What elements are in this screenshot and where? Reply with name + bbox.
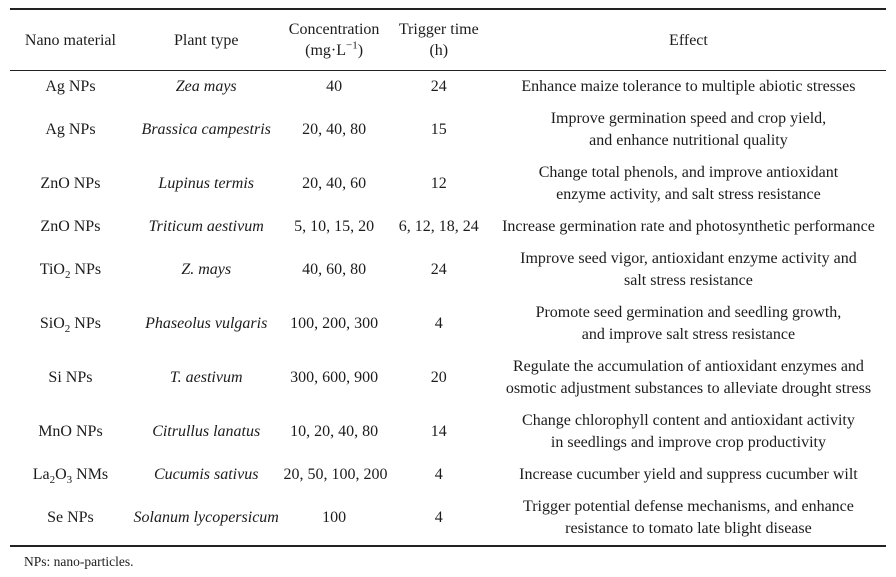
cell-trigger-time: 15: [430, 121, 447, 138]
table-row: Ag NPs Zea mays 40 24 Enhance maize tole…: [10, 71, 886, 104]
table-footnote: NPs: nano-particles.: [24, 554, 134, 569]
cell-concentration: 20, 40, 60: [302, 175, 367, 192]
cell-plant-type: Z. mays: [181, 261, 232, 278]
cell-nano-material: SiO2 NPs: [39, 315, 101, 336]
cell-trigger-time: 24: [430, 78, 447, 95]
cell-concentration: 20, 50, 100, 200: [283, 466, 388, 483]
table-body: Ag NPs Zea mays 40 24 Enhance maize tole…: [10, 71, 886, 547]
cell-concentration: 40, 60, 80: [302, 261, 367, 278]
cell-effect: Regulate the accumulation of antioxidant…: [505, 358, 872, 397]
cell-plant-type: Phaseolus vulgaris: [145, 315, 268, 332]
nano-material-effects-table: Nano material Plant type Concentration (…: [10, 8, 886, 547]
cell-plant-type: Cucumis sativus: [153, 466, 259, 483]
cell-effect: Change chlorophyll content and antioxida…: [522, 412, 855, 451]
cell-concentration: 10, 20, 40, 80: [290, 423, 379, 440]
cell-nano-material: ZnO NPs: [40, 175, 101, 192]
cell-nano-material: Ag NPs: [45, 121, 96, 138]
column-header-concentration: Concentration (mg·L−1): [281, 9, 387, 71]
cell-concentration: 100, 200, 300: [290, 315, 379, 332]
cell-nano-material: Ag NPs: [45, 78, 96, 95]
cell-concentration: 300, 600, 900: [290, 369, 379, 386]
cell-nano-material: TiO2 NPs: [39, 261, 102, 282]
cell-plant-type: Brassica campestris: [141, 121, 271, 138]
cell-plant-type: T. aestivum: [169, 369, 243, 386]
cell-concentration: 40: [326, 78, 343, 95]
cell-trigger-time: 4: [434, 466, 443, 483]
cell-effect: Promote seed germination and seedling gr…: [535, 304, 842, 343]
cell-effect: Increase germination rate and photosynth…: [502, 218, 875, 235]
cell-nano-material: La2O3 NMs: [32, 466, 109, 487]
cell-effect: Trigger potential defense mechanisms, an…: [523, 498, 854, 537]
cell-nano-material: MnO NPs: [38, 423, 103, 440]
table-row: ZnO NPs Triticum aestivum 5, 10, 15, 20 …: [10, 211, 886, 243]
cell-plant-type: Solanum lycopersicum: [133, 509, 279, 526]
table-row: La2O3 NMs Cucumis sativus 20, 50, 100, 2…: [10, 459, 886, 491]
cell-effect: Improve germination speed and crop yield…: [550, 110, 827, 149]
cell-trigger-time: 4: [434, 315, 443, 332]
cell-effect: Increase cucumber yield and suppress cuc…: [519, 466, 858, 483]
table-header: Nano material Plant type Concentration (…: [10, 9, 886, 71]
column-header-effect: Effect: [490, 9, 886, 71]
cell-nano-material: Si NPs: [48, 369, 93, 386]
cell-concentration: 5, 10, 15, 20: [294, 218, 375, 235]
cell-concentration: 100: [322, 509, 347, 526]
column-header-plant-type: Plant type: [130, 9, 282, 71]
cell-nano-material: ZnO NPs: [40, 218, 101, 235]
cell-concentration: 20, 40, 80: [302, 121, 367, 138]
cell-plant-type: Zea mays: [175, 78, 237, 95]
table-row: MnO NPs Citrullus lanatus 10, 20, 40, 80…: [10, 405, 886, 459]
cell-trigger-time: 24: [430, 261, 447, 278]
cell-plant-type: Lupinus termis: [158, 175, 254, 192]
cell-trigger-time: 14: [430, 423, 447, 440]
table-row: TiO2 NPs Z. mays 40, 60, 80 24 Improve s…: [10, 243, 886, 297]
table-row: Se NPs Solanum lycopersicum 100 4 Trigge…: [10, 491, 886, 546]
cell-trigger-time: 4: [434, 509, 443, 526]
cell-trigger-time: 20: [430, 369, 447, 386]
table-row: SiO2 NPs Phaseolus vulgaris 100, 200, 30…: [10, 297, 886, 351]
table-row: Ag NPs Brassica campestris 20, 40, 80 15…: [10, 103, 886, 157]
cell-plant-type: Citrullus lanatus: [152, 423, 261, 440]
cell-effect: Change total phenols, and improve antiox…: [538, 164, 839, 203]
cell-trigger-time: 6, 12, 18, 24: [398, 218, 479, 235]
column-header-nano-material: Nano material: [10, 9, 131, 71]
cell-effect: Enhance maize tolerance to multiple abio…: [521, 78, 856, 95]
cell-plant-type: Triticum aestivum: [148, 218, 264, 235]
column-header-trigger-time: Trigger time (h): [386, 9, 491, 71]
cell-nano-material: Se NPs: [47, 509, 94, 526]
cell-trigger-time: 12: [430, 175, 447, 192]
header-row: Nano material Plant type Concentration (…: [10, 9, 886, 71]
table-row: ZnO NPs Lupinus termis 20, 40, 60 12 Cha…: [10, 157, 886, 211]
table-row: Si NPs T. aestivum 300, 600, 900 20 Regu…: [10, 351, 886, 405]
cell-effect: Improve seed vigor, antioxidant enzyme a…: [520, 250, 857, 289]
